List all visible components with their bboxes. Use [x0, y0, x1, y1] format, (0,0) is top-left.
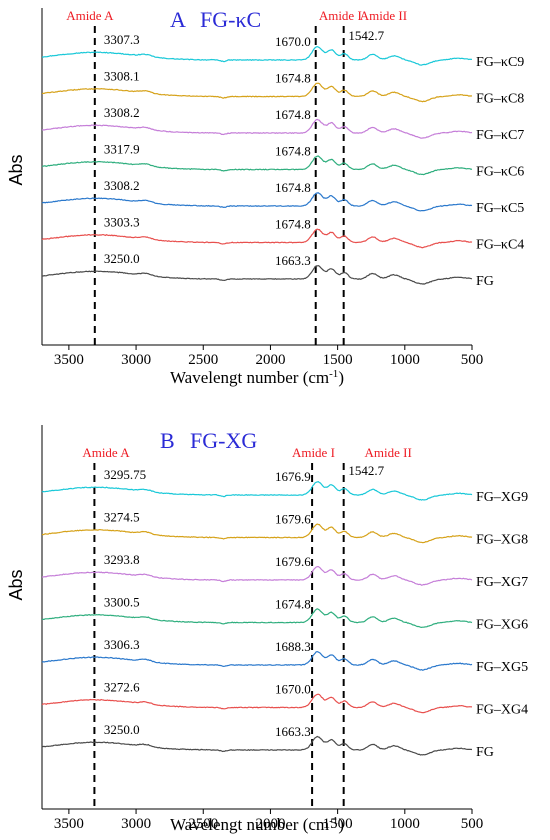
series-line [41, 693, 473, 714]
series-line [42, 565, 473, 586]
series-label: FG–κC6 [476, 165, 524, 180]
amide-ii-peak-label: 1542.7 [348, 463, 384, 478]
x-tick-label: 2000 [255, 816, 285, 832]
series-line [41, 735, 473, 756]
amide-a-peak-label: 3272.6 [104, 680, 140, 695]
x-tick-label: 500 [461, 352, 484, 368]
series-label: FG–κC5 [476, 201, 524, 216]
chart-panel-a: 3500 3000 2500 2000 1500 1000 500 Wavelengt num… [6, 7, 524, 387]
x-tick-label: 1500 [323, 352, 353, 368]
series-line [41, 608, 473, 629]
x-tick-label: 1000 [390, 816, 420, 832]
region-label: Amide II [360, 8, 407, 23]
amide-a-peak-label: 3308.2 [104, 105, 140, 120]
amide-i-peak-label: 1670.0 [275, 34, 311, 49]
region-label: Amide II [365, 445, 412, 460]
y-axis-label: Abs [6, 569, 26, 600]
series-label: FG–κC4 [476, 238, 524, 253]
x-tick-label: 3500 [54, 816, 84, 832]
amide-i-peak-label: 1674.8 [275, 107, 311, 122]
amide-i-peak-label: 1674.8 [275, 180, 311, 195]
series-label: FG [476, 745, 494, 760]
amide-a-peak-label: 3307.3 [104, 32, 140, 47]
x-tick-label: 2000 [255, 352, 285, 368]
amide-a-peak-label: 3317.9 [104, 142, 140, 157]
series-label: FG–κC9 [476, 55, 524, 70]
amide-i-peak-label: 1674.8 [275, 71, 311, 86]
amide-a-peak-label: 3308.1 [104, 69, 140, 84]
x-tick-label: 1500 [323, 816, 353, 832]
x-tick-label: 500 [461, 816, 484, 832]
series-line [41, 481, 473, 501]
x-tick-label: 3500 [54, 352, 84, 368]
amide-a-peak-label: 3295.75 [104, 467, 146, 482]
chart-panel-b: 3500 3000 2500 2000 1500 1000 500 Wavelengt num… [6, 425, 528, 834]
series-label: FG–XG9 [476, 490, 528, 505]
series-label: FG–XG4 [476, 703, 528, 718]
x-tick-label: 1000 [390, 352, 420, 368]
amide-i-peak-label: 1679.6 [275, 554, 311, 569]
region-label: Amide A [66, 8, 114, 23]
region-label: Amide A [82, 445, 130, 460]
amide-i-peak-label: 1676.9 [275, 469, 311, 484]
amide-i-peak-label: 1663.3 [275, 253, 311, 268]
series-label: FG–XG5 [476, 660, 528, 675]
x-axis-label: Wavelengt number (cm-1) [170, 815, 344, 834]
series-label: FG–κC8 [476, 92, 524, 107]
series-line [41, 82, 473, 103]
panel-letter: A [170, 7, 186, 32]
amide-i-peak-label: 1688.3 [275, 639, 311, 654]
series-line [42, 264, 473, 285]
series-label: FG–κC7 [476, 128, 524, 143]
chart-title: FG-XG [190, 428, 257, 453]
amide-a-peak-label: 3306.3 [104, 637, 140, 652]
series-line [41, 650, 473, 671]
x-tick-label: 3000 [121, 352, 151, 368]
amide-a-peak-label: 3308.2 [104, 178, 140, 193]
region-label: Amide I [292, 445, 335, 460]
chart-title: FG-κC [200, 7, 261, 32]
series-line [41, 45, 473, 66]
panel-letter: B [160, 428, 175, 453]
x-axis-label: Wavelengt number (cm-1) [170, 368, 344, 387]
amide-i-peak-label: 1670.0 [275, 682, 311, 697]
amide-a-peak-label: 3250.0 [104, 251, 140, 266]
x-tick-label: 2500 [188, 352, 218, 368]
series-line [41, 118, 473, 139]
y-axis-label: Abs [6, 154, 26, 185]
x-tick-label: 2500 [188, 816, 218, 832]
amide-a-peak-label: 3300.5 [104, 595, 140, 610]
amide-a-peak-label: 3274.5 [104, 510, 140, 525]
amide-i-peak-label: 1663.3 [275, 724, 311, 739]
amide-i-peak-label: 1674.8 [275, 144, 311, 159]
series-line [41, 192, 473, 212]
x-tick-label: 3000 [121, 816, 151, 832]
amide-a-peak-label: 3293.8 [104, 552, 140, 567]
amide-ii-peak-label: 1542.7 [348, 28, 384, 43]
series-label: FG–XG8 [476, 533, 528, 548]
series-line [41, 155, 473, 176]
series-line [41, 523, 473, 544]
series-line [41, 228, 473, 249]
series-label: FG [476, 274, 494, 289]
amide-a-peak-label: 3303.3 [104, 215, 140, 230]
region-label: Amide I [319, 8, 362, 23]
amide-i-peak-label: 1679.6 [275, 512, 311, 527]
amide-a-peak-label: 3250.0 [104, 722, 140, 737]
amide-i-peak-label: 1674.8 [275, 597, 311, 612]
series-label: FG–XG6 [476, 618, 528, 633]
amide-i-peak-label: 1674.8 [275, 217, 311, 232]
series-label: FG–XG7 [476, 575, 528, 590]
